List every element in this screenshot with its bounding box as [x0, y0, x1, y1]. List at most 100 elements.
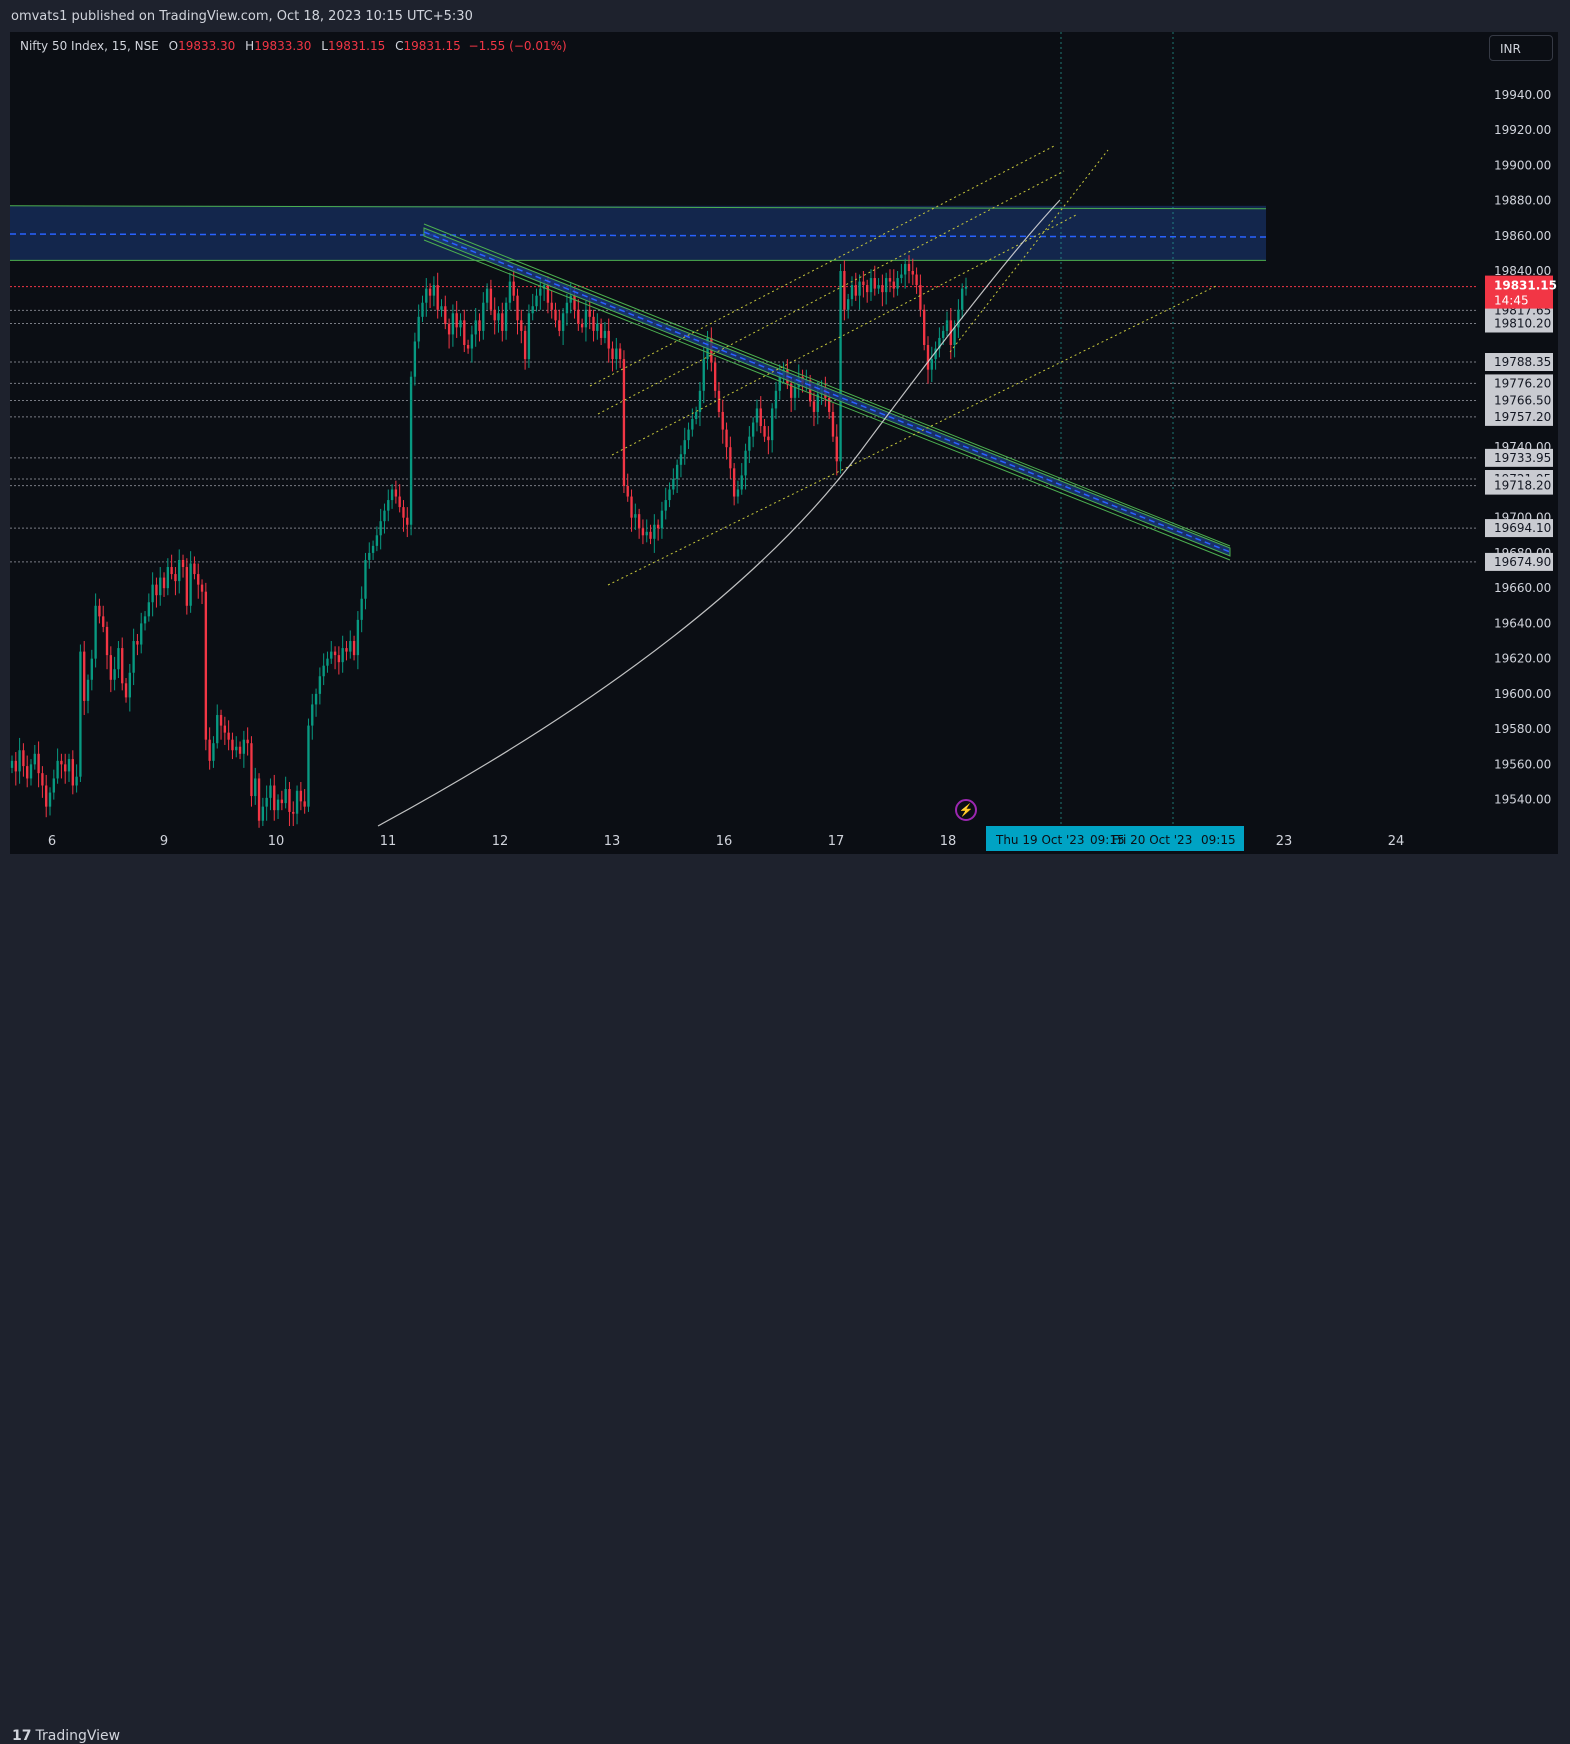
candle-body [489, 288, 493, 310]
candle-body [181, 559, 185, 568]
candle-body [759, 408, 762, 427]
candle-body [588, 309, 591, 317]
chart-area[interactable] [10, 32, 1558, 854]
candle-body [854, 285, 857, 296]
candle-body [276, 799, 280, 811]
price-label-text: 19810.20 [1494, 317, 1551, 331]
candle-body [299, 790, 303, 802]
candle-body [793, 387, 797, 398]
candle-body [942, 330, 945, 338]
candle-body [394, 489, 398, 497]
x-tick-label: 24 [1388, 834, 1405, 849]
candle-body [178, 559, 181, 582]
candle-body [539, 288, 542, 296]
x-tick-label: 11 [380, 834, 397, 849]
candle-body [364, 559, 367, 599]
price-label-text: 19674.90 [1494, 555, 1551, 569]
candle-body [231, 739, 234, 751]
candle-body [751, 422, 755, 437]
candle-body [379, 521, 382, 536]
candle-body [307, 725, 310, 807]
candle-body [622, 359, 626, 486]
candle-body [516, 295, 519, 321]
candle-body [345, 648, 348, 652]
candle-body [573, 295, 576, 310]
candle-body [208, 739, 211, 761]
candle-body [390, 489, 394, 501]
change-value: −1.55 (−0.01%) [468, 39, 567, 53]
y-tick-label: 19600.00 [1494, 687, 1551, 701]
candle-body [501, 313, 504, 331]
price-chart[interactable]: 19940.00 19920.00 19900.00 19880.00 19860.00… [0, 0, 1570, 896]
candle-body [869, 278, 873, 293]
candle-body [352, 641, 356, 656]
y-tick-label: 19920.00 [1494, 123, 1551, 137]
candle-body [843, 271, 846, 310]
candle-body [250, 743, 253, 797]
candle-body [964, 286, 968, 289]
tradingview-logo[interactable]: 17 TradingView [12, 1728, 120, 1744]
candle-body [592, 316, 595, 331]
candle-body [934, 348, 937, 360]
x-tick-label: 10 [268, 834, 285, 849]
candle-body [493, 309, 496, 321]
zone-top-line [9, 205, 1267, 210]
candle-body [447, 323, 451, 335]
candle-body [945, 320, 949, 331]
candle-body [409, 376, 413, 525]
candle-body [740, 475, 743, 490]
candle-body [261, 806, 265, 821]
candle-body [311, 704, 314, 726]
candle-body [371, 545, 375, 553]
candle-body [64, 764, 67, 772]
price-label-box [1485, 519, 1553, 538]
open-value: 19833.30 [178, 39, 236, 53]
candle-body [550, 302, 553, 310]
high-label: H [245, 39, 255, 53]
candle-body [919, 285, 922, 310]
symbol-label[interactable]: Nifty 50 Index, 15, NSE [20, 39, 159, 53]
price-label-text: 19766.50 [1494, 394, 1551, 408]
candle-body [136, 641, 139, 645]
last-price-text: 19831.15 [1494, 279, 1557, 293]
candle-body [694, 411, 698, 420]
candle-body [444, 306, 447, 324]
x-tick-label: 6 [48, 834, 56, 849]
candle-body [527, 313, 531, 360]
candle-body [387, 500, 390, 511]
close-value: 19831.15 [403, 39, 461, 53]
candle-body [641, 528, 645, 536]
candle-body [558, 320, 561, 331]
candle-body [227, 732, 230, 740]
candle-body [554, 309, 557, 321]
low-value: 19831.15 [327, 39, 386, 53]
y-tick-label: 19900.00 [1494, 158, 1551, 172]
candle-body [117, 648, 120, 670]
candle-body [398, 496, 401, 508]
candle-body [907, 263, 911, 271]
candle-body [512, 281, 515, 296]
price-label-text: 19733.95 [1494, 451, 1551, 465]
lightning-icon[interactable]: ⚡ [955, 799, 977, 821]
candle-body [421, 302, 424, 317]
candle-body [504, 302, 508, 331]
currency-selector[interactable]: INR [1489, 35, 1553, 61]
candle-body [778, 376, 781, 391]
candle-body [767, 436, 770, 441]
candle-body [330, 651, 333, 659]
candle-body [599, 323, 603, 338]
y-tick-label: 19540.00 [1494, 793, 1551, 807]
candle-body [827, 397, 831, 412]
ohlc-legend: Nifty 50 Index, 15, NSE O19833.30 H19833… [20, 39, 567, 53]
candle-body [151, 584, 154, 603]
candle-body [645, 531, 648, 536]
candle-body [26, 766, 29, 779]
candle-body [75, 776, 78, 786]
candle-body [257, 778, 261, 821]
candle-body [687, 429, 690, 441]
y-tick-label: 19560.00 [1494, 757, 1551, 771]
candle-body [273, 785, 276, 811]
candle-body [611, 348, 614, 360]
x-tick-label: 23 [1276, 834, 1293, 849]
candle-body [915, 274, 918, 286]
